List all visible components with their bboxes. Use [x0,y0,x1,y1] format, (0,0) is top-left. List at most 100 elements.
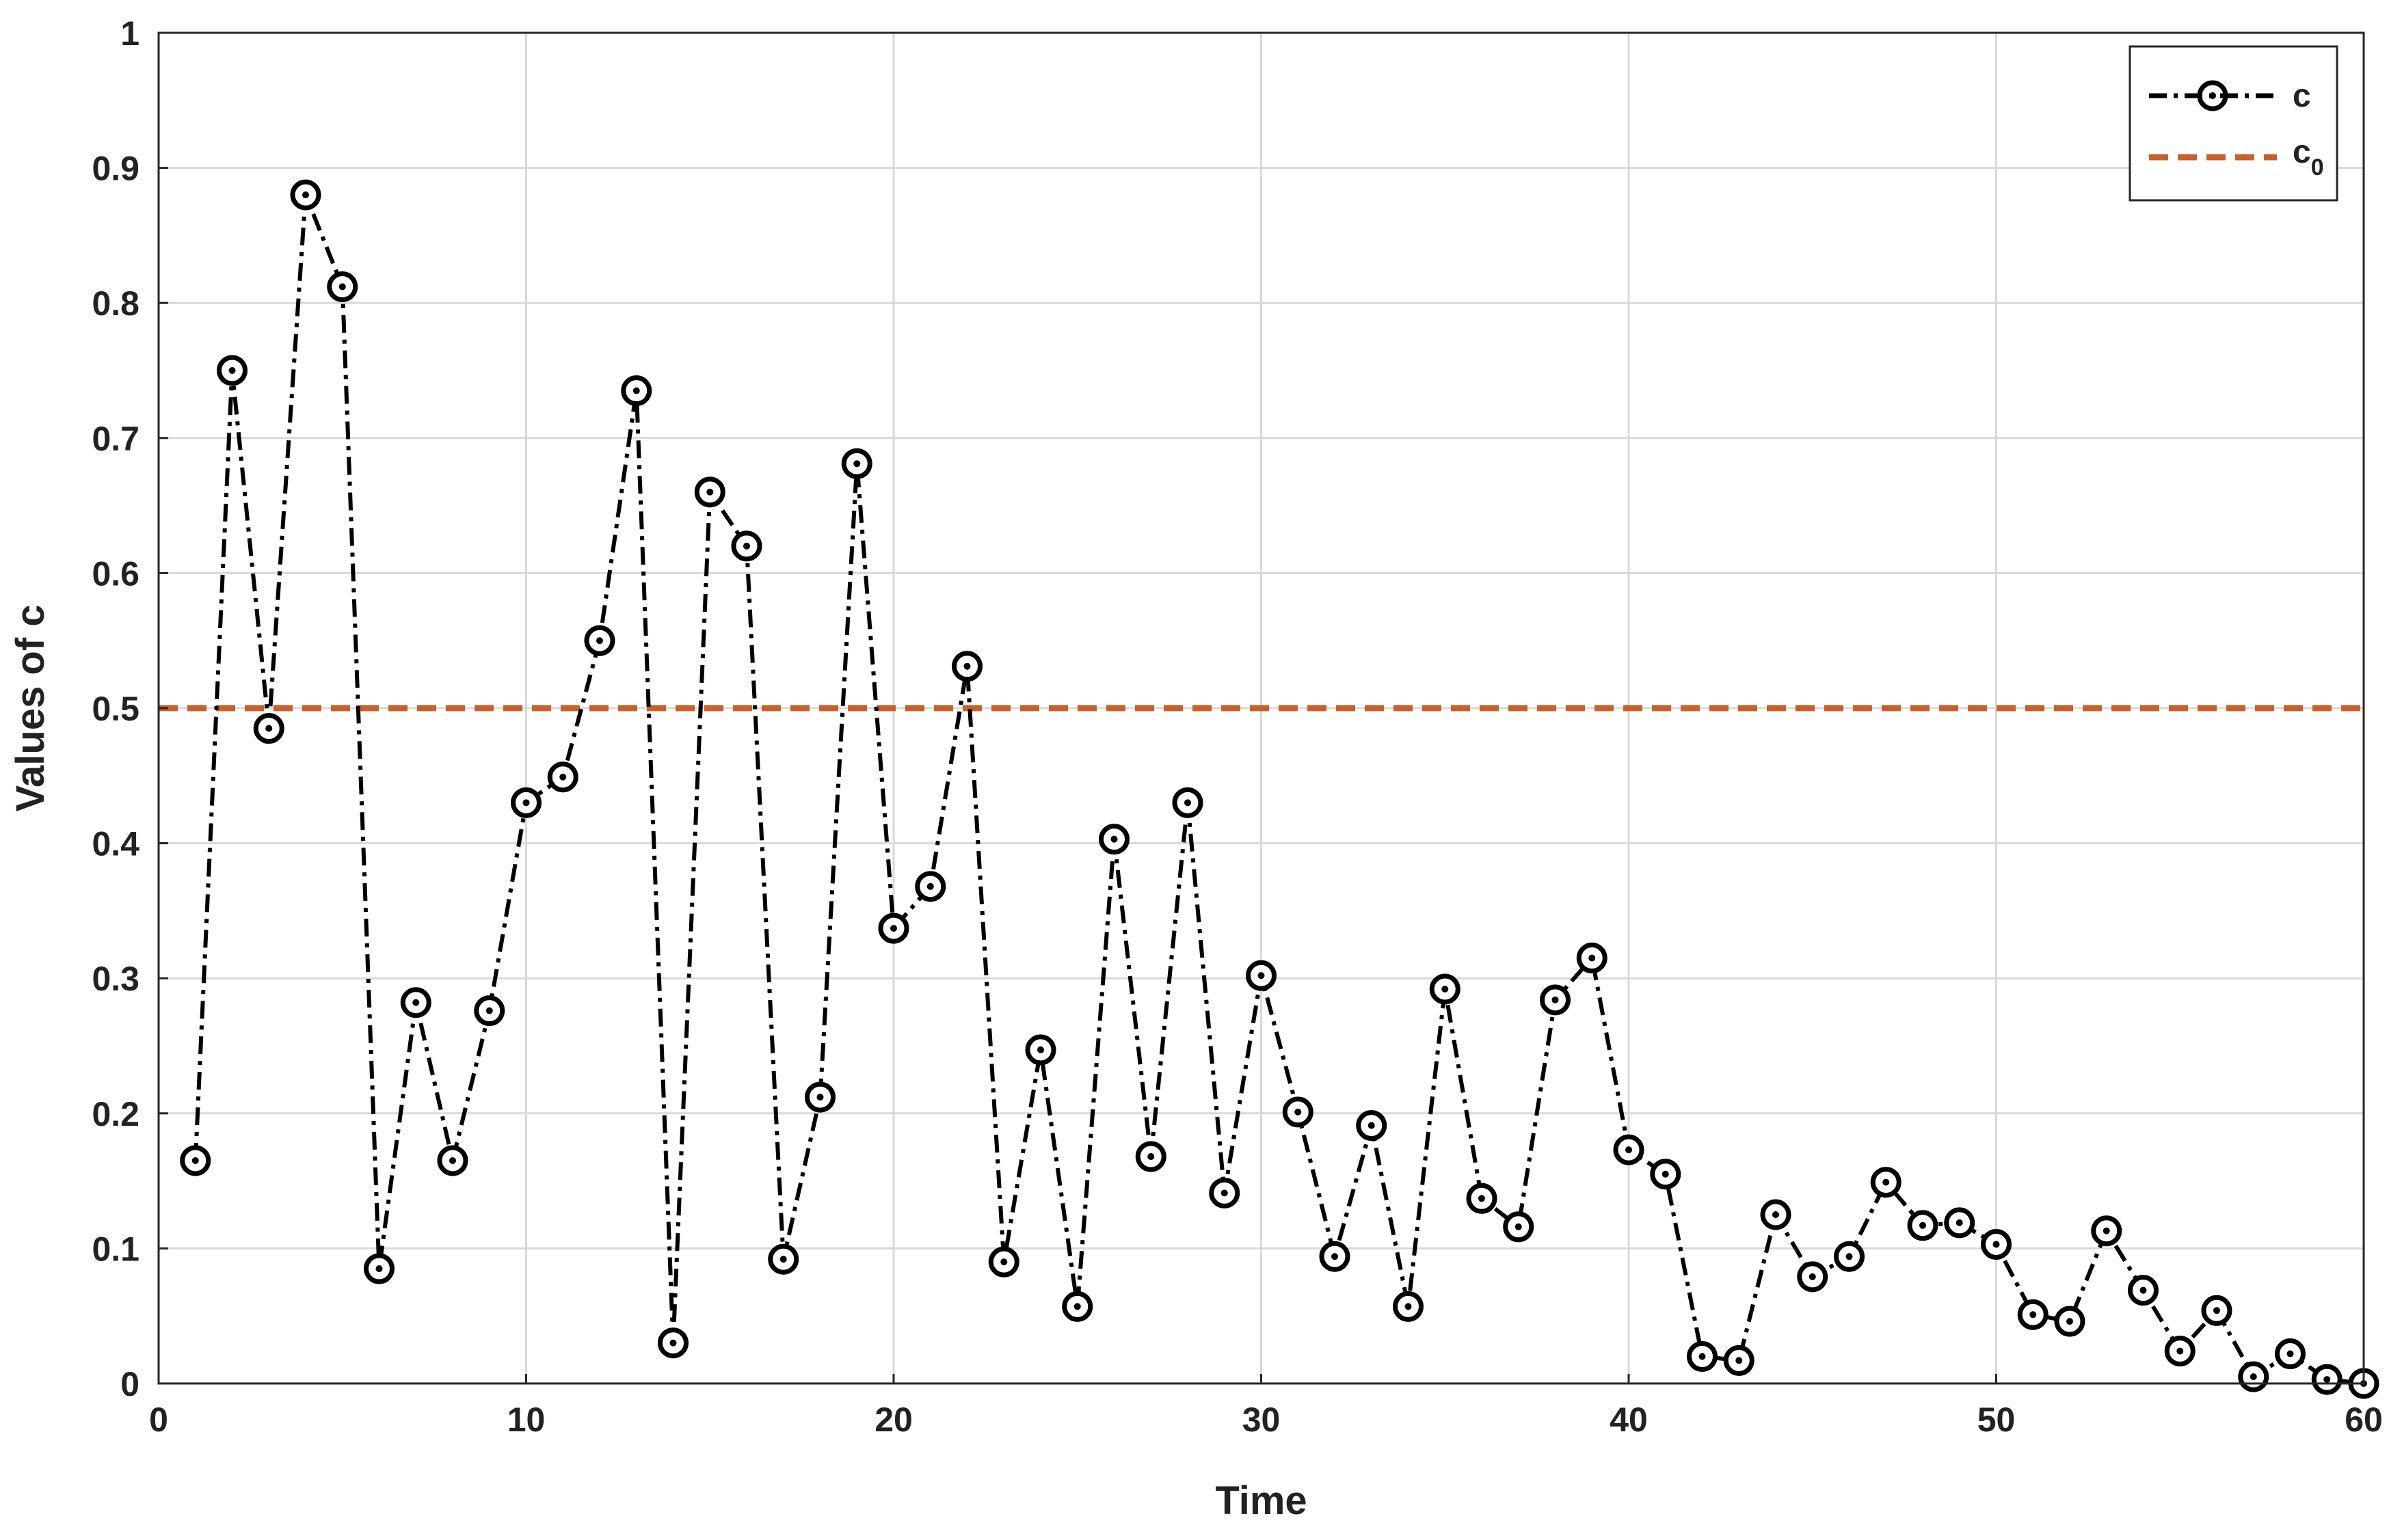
series-c-marker-dot [706,488,714,496]
series-c-marker-dot [449,1157,456,1164]
series-c-point-18 [805,1081,836,1113]
series-c-point-37 [1503,1211,1534,1243]
series-c-point-46 [1834,1241,1865,1272]
series-c-marker-dot [1184,799,1191,807]
series-c-marker-dot [1147,1153,1155,1161]
y-tick-label: 0.6 [92,554,139,593]
y-axis-title: Values of c [8,604,53,811]
series-c-marker-dot [632,387,640,394]
series-c-marker-dot [2139,1286,2147,1294]
series-c-point-31 [1282,1096,1313,1128]
series-c-point-22 [952,651,983,682]
series-c-marker-dot [596,637,603,645]
series-c-marker-dot [1625,1146,1632,1154]
series-c-point-12 [584,625,615,656]
series-c-marker-dot [1073,1303,1081,1310]
y-tick-label: 1 [120,14,139,53]
series-c-point-36 [1466,1183,1497,1214]
series-c-marker-dot [191,1157,199,1164]
x-axis-title: Time [1215,1478,1307,1523]
series-c-point-42 [1687,1340,1718,1372]
x-tick-label: 60 [2345,1401,2383,1439]
legend-c0-subscript: 0 [2311,154,2324,180]
series-c-marker-dot [853,460,861,468]
series-c-point-1 [180,1145,211,1176]
series-c-point-32 [1319,1241,1350,1272]
series-c-marker-dot [559,773,567,781]
series-c-point-25 [1062,1291,1093,1322]
series-c-point-27 [1135,1141,1166,1172]
y-tick-label: 0.2 [92,1095,139,1133]
x-tick-label: 50 [1977,1401,2016,1439]
series-c-marker-dot [375,1265,383,1273]
series-c-marker-dot [265,725,273,732]
series-c-marker-dot [1956,1219,1963,1226]
series-c-point-41 [1650,1159,1681,1190]
series-c-point-51 [2017,1299,2049,1330]
series-c-marker-dot [890,925,897,932]
series-c-point-47 [1870,1167,1901,1198]
series-c-marker-dot [1478,1195,1485,1202]
legend-c0-base: c [2293,134,2311,170]
series-c-point-8 [437,1145,468,1176]
series-c-marker-dot [522,799,530,807]
series-c-marker-dot [2029,1311,2037,1319]
series-c-marker-dot [1845,1253,1853,1260]
series-c-marker-dot [1367,1122,1375,1129]
series-c-marker-dot [1441,986,1449,993]
series-c-point-16 [731,530,762,562]
series-c-marker-dot [1588,954,1596,962]
series-c-marker-dot [1882,1178,1890,1186]
series-c-point-14 [658,1327,689,1359]
series-c-point-34 [1393,1291,1424,1322]
series-c-marker-dot [1514,1223,1522,1230]
series-c-marker-dot [1809,1273,1816,1280]
series-c-point-48 [1907,1210,1938,1241]
y-tick-labels: 0 0.1 0.2 0.3 0.4 0.5 0.6 0.7 0.8 0.9 1 [92,14,168,1403]
series-c-marker-dot [2103,1227,2110,1234]
legend-c-marker [2197,80,2228,111]
series-c-point-6 [364,1253,395,1284]
series-c-point-4 [290,179,321,211]
series-c-marker-dot [302,191,309,199]
series-c-point-10 [511,787,542,818]
series-c-marker-dot [816,1094,824,1101]
series-c-marker-dot [1772,1211,1779,1218]
series-c-marker-dot [485,1007,493,1014]
series-c-point-38 [1540,984,1571,1016]
series-c-point-19 [841,448,872,479]
series-c-point-2 [217,355,248,386]
legend-c-marker-dot [2209,92,2216,99]
series-c-point-59 [2311,1364,2343,1395]
series-c-point-53 [2091,1215,2122,1247]
series-c-marker-dot [1000,1258,1008,1266]
series-c-marker-dot [1294,1108,1302,1116]
series-c-point-40 [1613,1134,1644,1165]
y-tick-label: 0.5 [92,690,139,728]
y-tick-label: 0.9 [92,150,139,188]
series-c-point-7 [400,987,431,1018]
series-c-marker-dot [779,1256,787,1263]
series-c-marker-dot [1110,835,1118,843]
series-c-marker-dot [2176,1347,2184,1355]
series-c-point-11 [547,761,578,793]
x-tick-label: 20 [875,1401,913,1439]
series-c-marker-dot [963,662,971,670]
series-c-point-20 [878,913,909,944]
series-c-point-50 [1981,1228,2012,1260]
series-c-point-5 [327,271,358,302]
series-c-point-30 [1246,960,1277,991]
legend-box [2129,45,2338,202]
x-tick-label: 40 [1610,1401,1648,1439]
series-c-point-57 [2238,1361,2269,1392]
x-tick-label: 10 [507,1401,546,1439]
x-tick-label: 0 [149,1401,168,1439]
series-c-marker-dot [669,1339,677,1347]
series-c-marker-dot [1551,996,1559,1003]
series-c-marker-dot [926,882,934,890]
series-c-point-17 [768,1243,799,1275]
series-c-point-21 [915,871,946,902]
legend-c0-label: c0 [2293,134,2324,180]
x-tick-labels: 0 10 20 30 40 50 60 [149,1374,2383,1439]
